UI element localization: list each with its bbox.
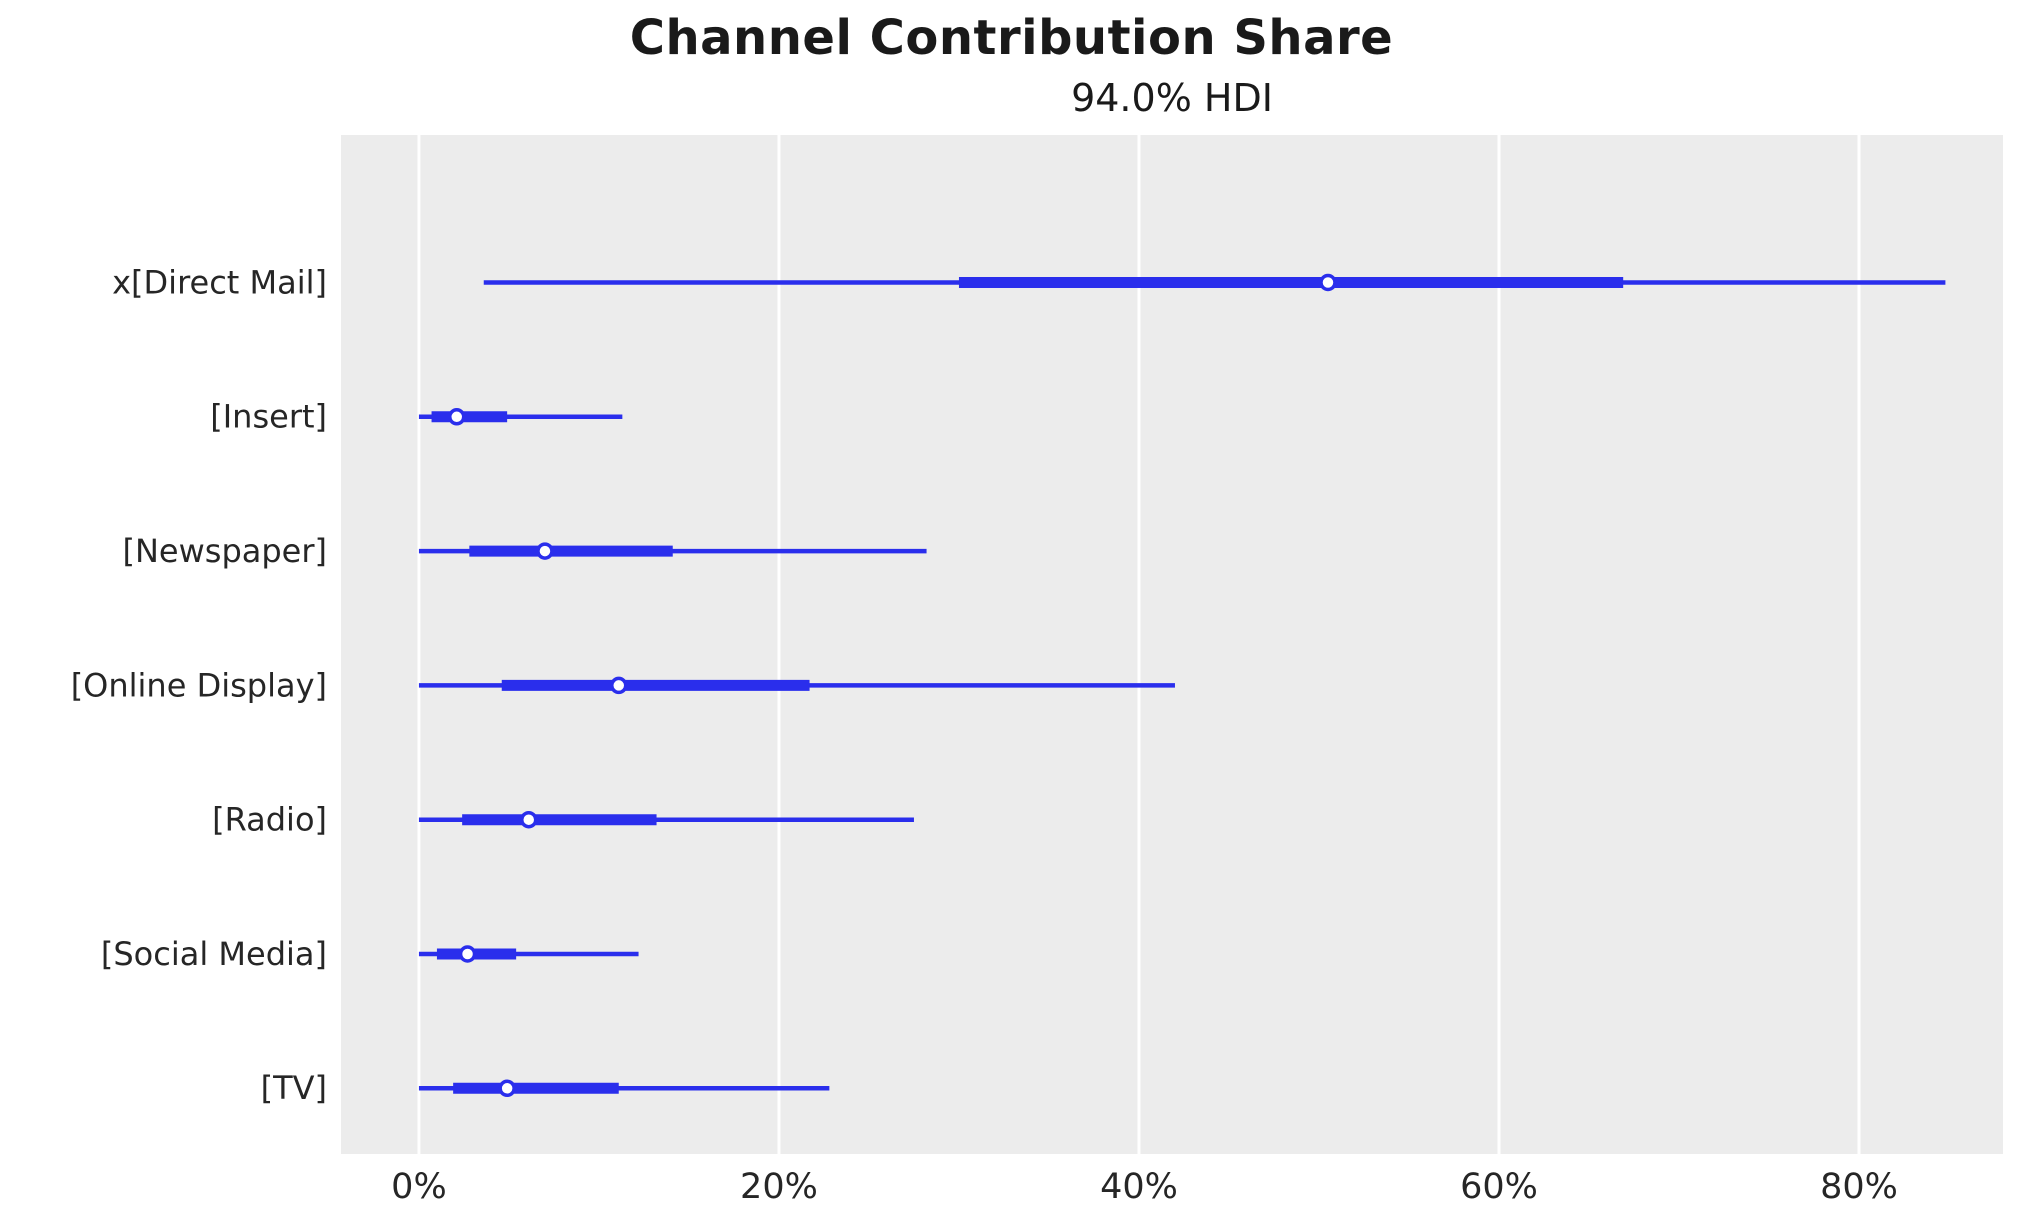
y-category-label: [Insert] — [210, 398, 327, 436]
median-marker — [498, 1079, 516, 1098]
y-category-label: [Newspaper] — [122, 532, 327, 570]
x-tick-label: 40% — [1100, 1167, 1178, 1207]
median-marker — [447, 408, 466, 426]
x-tick-label: 80% — [1820, 1167, 1898, 1207]
x-tick-label: 60% — [1460, 1167, 1538, 1207]
y-category-label: x[Direct Mail] — [112, 263, 327, 301]
plot-area — [341, 135, 2003, 1154]
x-tick-label: 0% — [391, 1167, 447, 1207]
median-marker — [458, 945, 477, 963]
y-category-label: [Social Media] — [101, 935, 327, 973]
y-category-label: [Online Display] — [71, 666, 327, 704]
x-tick-label: 20% — [740, 1167, 818, 1207]
y-category-label: [Radio] — [212, 801, 327, 839]
chart-title: Channel Contribution Share — [629, 10, 1394, 66]
median-marker — [1319, 273, 1337, 292]
hdi-subtitle: 94.0% HDI — [1071, 76, 1273, 120]
y-category-label: [TV] — [261, 1069, 327, 1107]
median-marker — [519, 810, 538, 829]
median-marker — [610, 676, 628, 695]
median-marker — [536, 542, 554, 560]
